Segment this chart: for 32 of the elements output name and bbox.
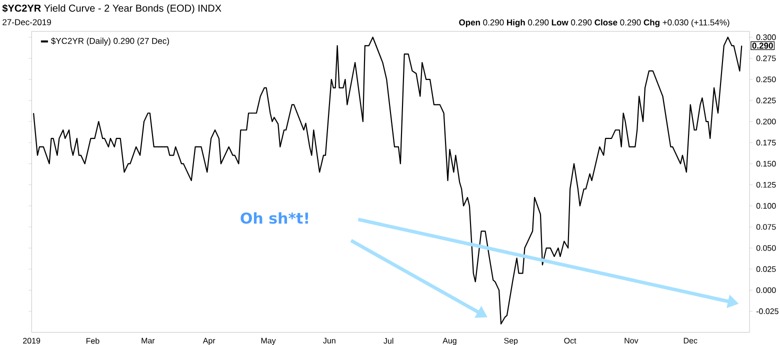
y-tick-label: 0.100 <box>756 203 776 209</box>
y-tick-label: 0.000 <box>756 287 776 294</box>
x-tick-label: Oct <box>564 338 576 344</box>
y-tick-label: 0.050 <box>756 245 776 251</box>
y-tick-label: 0.175 <box>756 140 776 146</box>
x-tick-label: Jul <box>384 338 394 344</box>
y-tick-label: 0.275 <box>756 55 776 62</box>
x-tick-label: Dec <box>684 338 698 344</box>
x-tick-label: Nov <box>624 338 638 344</box>
y-tick-label: 0.200 <box>756 118 776 124</box>
text: 27-Dec-2019 <box>2 19 51 26</box>
x-tick-label: Feb <box>86 338 100 344</box>
x-tick-label: Aug <box>442 338 456 345</box>
y-tick-label: -0.025 <box>756 308 778 314</box>
x-tick-label: Apr <box>202 338 216 345</box>
y-tick-label: 0.125 <box>756 182 776 188</box>
chart-title: $YC2YR Yield Curve - 2 Year Bonds (EOD) INDX <box>2 4 222 14</box>
y-tick-label: 0.225 <box>756 98 776 104</box>
x-tick-label: Jun <box>323 338 336 344</box>
x-tick-label: 2019 <box>23 338 40 344</box>
y-tick-label: 0.075 <box>756 224 776 230</box>
y-tick-label: 0.150 <box>756 160 776 167</box>
annotation: Oh sh*t! <box>240 212 308 224</box>
x-tick-label: May <box>261 338 276 345</box>
annotation: 0.290 <box>752 42 773 49</box>
y-tick-label: 0.250 <box>756 76 776 82</box>
legend-label: $YC2YR (Daily) 0.290 (27 Dec) <box>51 38 169 46</box>
x-tick-label: Mar <box>142 338 155 344</box>
y-tick-label: 0.025 <box>756 266 776 272</box>
text: Open 0.290 High 0.290 Low 0.290 Close 0.290 Chg +0.030 (+11.54%) <box>459 19 730 28</box>
x-tick-label: Sep <box>504 338 518 345</box>
y-tick-label: 0.300 <box>756 34 776 40</box>
